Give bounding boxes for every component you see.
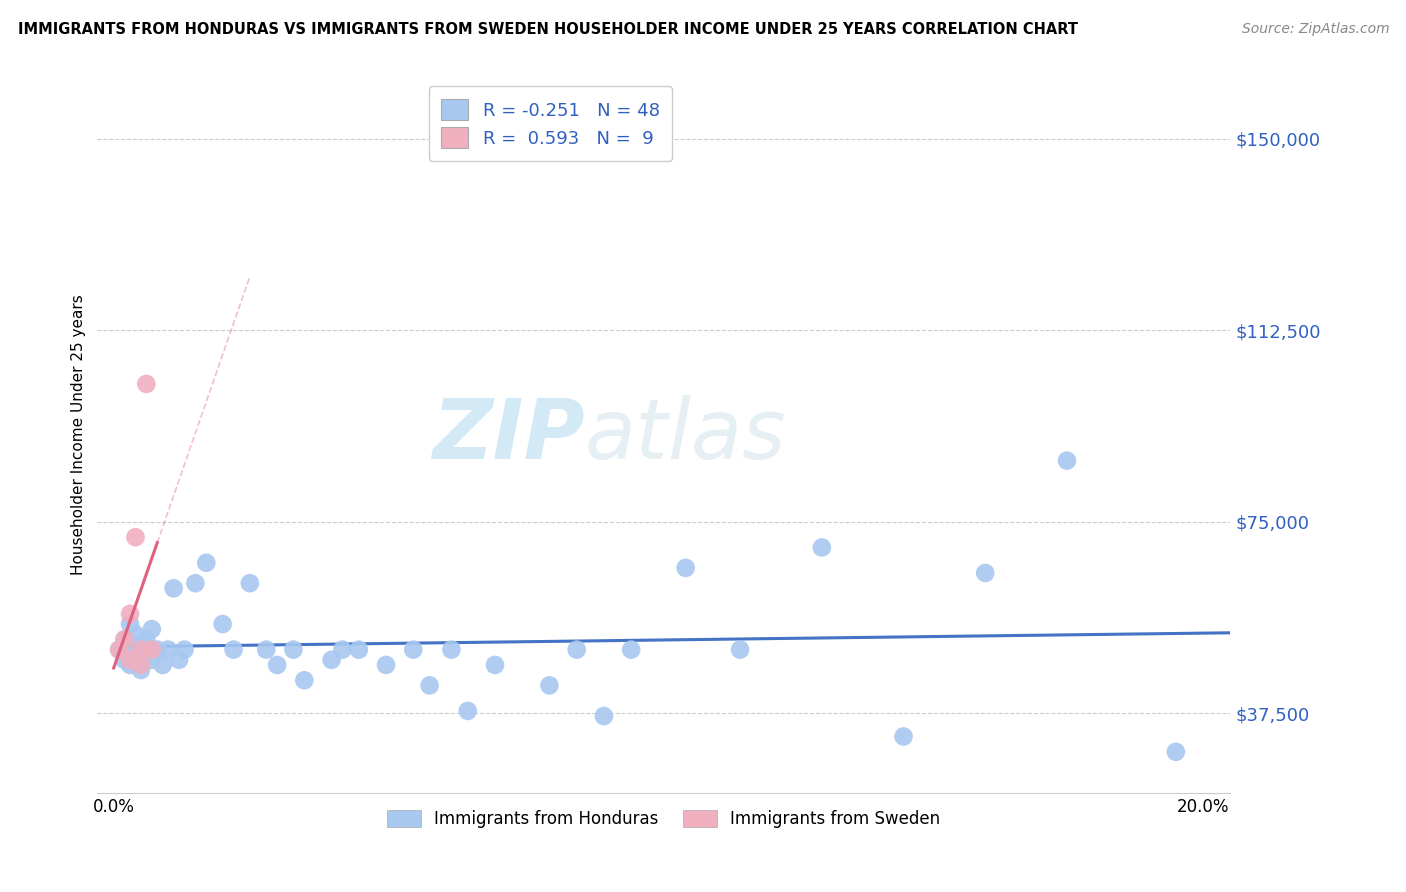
Point bbox=[141, 653, 163, 667]
Point bbox=[728, 642, 751, 657]
Point bbox=[893, 730, 915, 744]
Point bbox=[135, 648, 157, 662]
Point bbox=[974, 566, 997, 580]
Point bbox=[332, 642, 354, 657]
Point bbox=[402, 642, 425, 657]
Point bbox=[129, 663, 152, 677]
Point bbox=[129, 642, 152, 657]
Text: atlas: atlas bbox=[585, 394, 786, 475]
Point bbox=[1056, 453, 1078, 467]
Point bbox=[173, 642, 195, 657]
Text: ZIP: ZIP bbox=[432, 394, 585, 475]
Point bbox=[118, 653, 141, 667]
Point bbox=[141, 622, 163, 636]
Point bbox=[254, 642, 277, 657]
Point bbox=[124, 530, 146, 544]
Point bbox=[135, 376, 157, 391]
Text: Source: ZipAtlas.com: Source: ZipAtlas.com bbox=[1241, 22, 1389, 37]
Point bbox=[146, 642, 169, 657]
Text: IMMIGRANTS FROM HONDURAS VS IMMIGRANTS FROM SWEDEN HOUSEHOLDER INCOME UNDER 25 Y: IMMIGRANTS FROM HONDURAS VS IMMIGRANTS F… bbox=[18, 22, 1078, 37]
Point bbox=[195, 556, 218, 570]
Point bbox=[114, 653, 136, 667]
Point bbox=[108, 642, 131, 657]
Point bbox=[211, 617, 233, 632]
Point bbox=[108, 642, 131, 657]
Point bbox=[114, 632, 136, 647]
Point bbox=[620, 642, 643, 657]
Point bbox=[239, 576, 262, 591]
Point bbox=[811, 541, 834, 555]
Point bbox=[1164, 745, 1187, 759]
Point bbox=[440, 642, 463, 657]
Point bbox=[321, 653, 343, 667]
Point bbox=[266, 657, 288, 672]
Point bbox=[152, 657, 174, 672]
Y-axis label: Householder Income Under 25 years: Householder Income Under 25 years bbox=[72, 294, 86, 575]
Point bbox=[129, 657, 152, 672]
Point bbox=[167, 653, 190, 667]
Point bbox=[292, 673, 315, 688]
Point bbox=[118, 617, 141, 632]
Point bbox=[593, 709, 616, 723]
Point bbox=[118, 607, 141, 621]
Point bbox=[419, 678, 441, 692]
Point bbox=[141, 642, 163, 657]
Point bbox=[124, 627, 146, 641]
Point bbox=[375, 657, 398, 672]
Point bbox=[538, 678, 561, 692]
Point bbox=[283, 642, 305, 657]
Point bbox=[135, 632, 157, 647]
Point bbox=[675, 561, 697, 575]
Point bbox=[118, 657, 141, 672]
Point bbox=[114, 632, 136, 647]
Point bbox=[222, 642, 245, 657]
Point bbox=[184, 576, 207, 591]
Point bbox=[457, 704, 479, 718]
Point bbox=[484, 657, 506, 672]
Point bbox=[565, 642, 588, 657]
Point bbox=[129, 638, 152, 652]
Legend: Immigrants from Honduras, Immigrants from Sweden: Immigrants from Honduras, Immigrants fro… bbox=[381, 803, 946, 834]
Point bbox=[347, 642, 370, 657]
Point bbox=[162, 582, 184, 596]
Point bbox=[157, 642, 180, 657]
Point bbox=[124, 642, 146, 657]
